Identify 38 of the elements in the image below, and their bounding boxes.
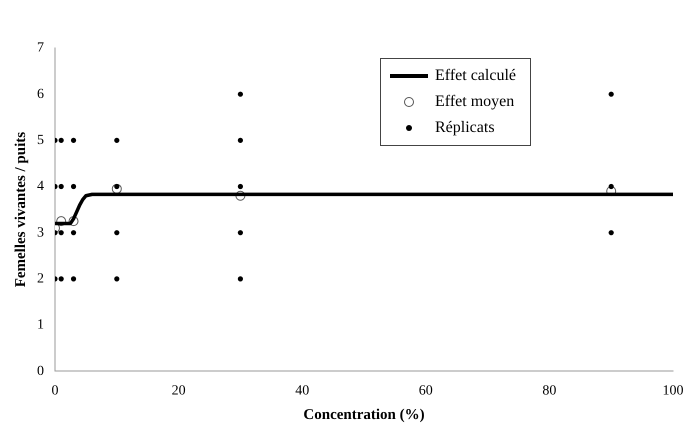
legend-label: Effet moyen [435, 93, 514, 111]
y-tick-label: 2 [37, 272, 44, 287]
y-tick-label: 1 [37, 318, 44, 333]
point [70, 230, 76, 236]
point [58, 138, 64, 143]
point [114, 276, 120, 282]
y-tick-label: 4 [37, 179, 44, 194]
point [114, 138, 120, 143]
point [238, 230, 243, 236]
x-tick-label: 80 [542, 383, 556, 398]
y-tick-label: 3 [37, 225, 44, 240]
point [58, 230, 64, 236]
y-tick-label: 5 [37, 133, 44, 148]
x-tick-label: 40 [295, 383, 310, 398]
x-tick-label: 60 [418, 383, 433, 398]
point [70, 138, 76, 143]
x-tick-label: 20 [172, 383, 186, 398]
legend-label: Réplicats [435, 119, 495, 137]
point [114, 230, 120, 236]
x-axis-title: Concentration (%) [303, 406, 425, 423]
x-tick-label: 100 [662, 383, 684, 398]
legend-label: Effet calculé [435, 67, 516, 85]
point [58, 276, 64, 282]
point [238, 276, 243, 282]
y-axis-title: Femelles vivantes / puits [12, 132, 29, 288]
point [238, 92, 243, 97]
y-tick-label: 6 [37, 86, 44, 102]
point [70, 184, 76, 190]
point [238, 138, 243, 143]
y-tick-label: 0 [37, 364, 44, 379]
x-tick-label: 0 [52, 383, 58, 398]
point [58, 184, 64, 190]
point [238, 184, 243, 190]
point [608, 184, 614, 190]
point [70, 276, 76, 282]
point [608, 92, 614, 97]
y-tick-label: 7 [37, 40, 44, 56]
point [608, 230, 614, 236]
